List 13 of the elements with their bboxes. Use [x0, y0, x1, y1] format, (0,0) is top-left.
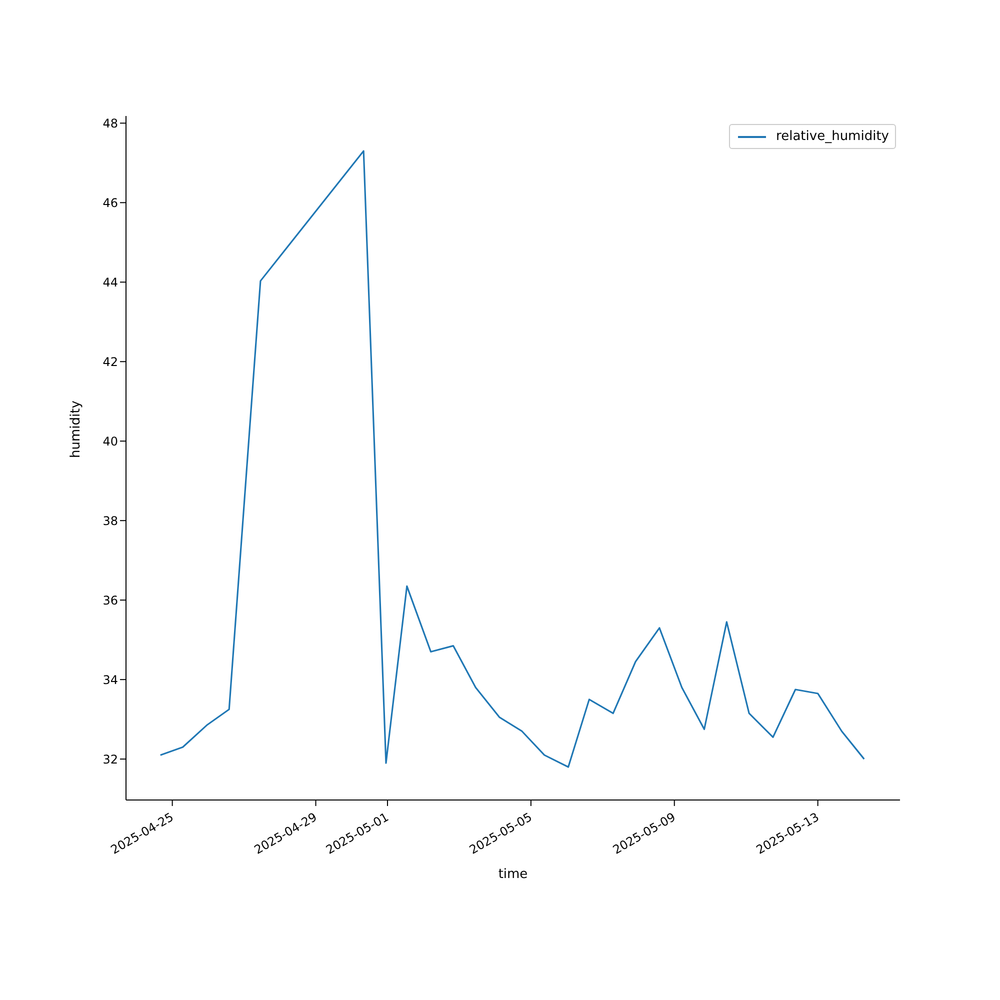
- y-tick-label: 48: [102, 116, 118, 130]
- line-series: [160, 150, 865, 768]
- y-tick-label: 42: [102, 354, 118, 369]
- y-tick-label: 38: [102, 514, 118, 528]
- legend-label: relative_humidity: [776, 129, 889, 144]
- y-tick-label: 34: [102, 672, 118, 687]
- y-axis-title: humidity: [68, 400, 84, 458]
- y-tick-label: 46: [102, 196, 118, 210]
- y-tick-label: 32: [102, 752, 118, 766]
- x-axis-title: time: [498, 867, 528, 882]
- y-tick-label: 40: [102, 434, 118, 448]
- y-tick-label: 44: [102, 275, 118, 290]
- y-tick-label: 36: [102, 593, 118, 608]
